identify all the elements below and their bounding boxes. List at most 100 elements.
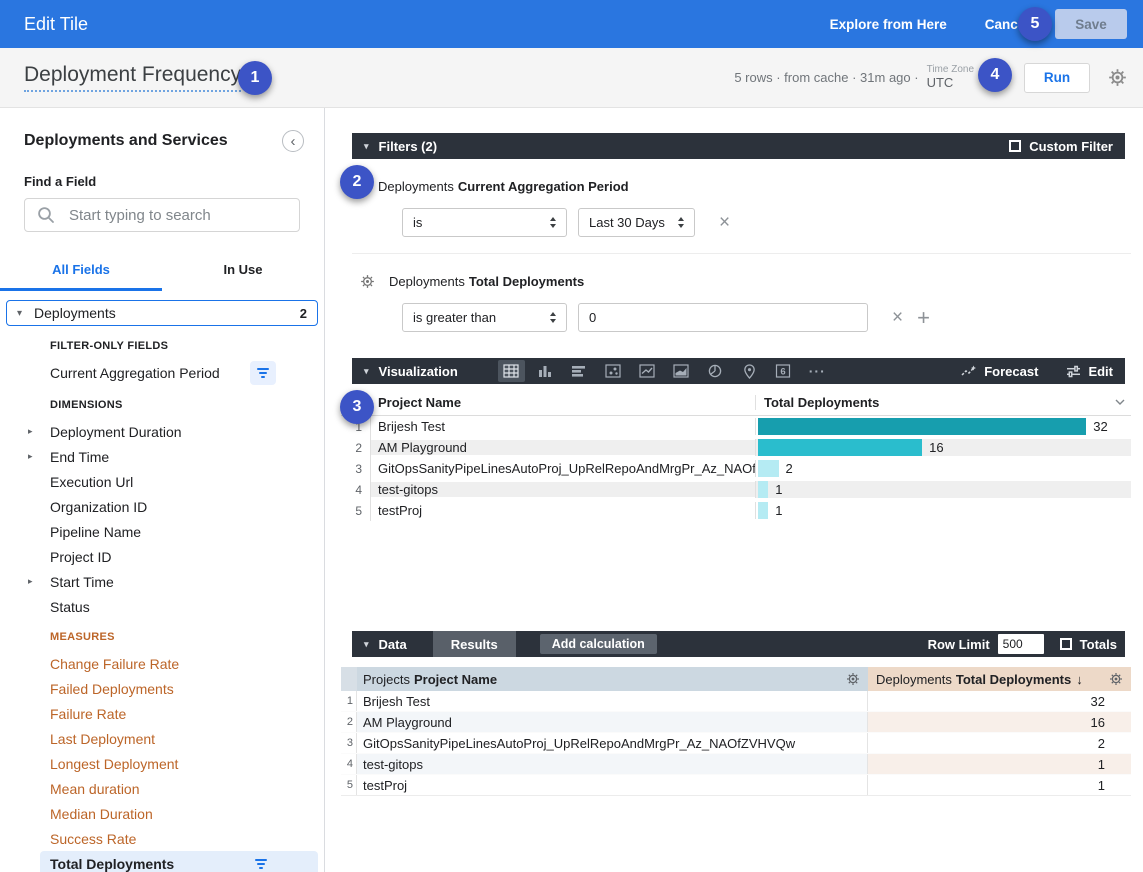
search-input[interactable] — [67, 205, 287, 225]
viz-table-row[interactable]: 1 Brijesh Test 32 — [341, 416, 1131, 437]
filter-active-icon[interactable] — [248, 852, 274, 872]
field-project-id[interactable]: Project ID — [0, 544, 324, 569]
cancel-button[interactable]: Cancel — [984, 16, 1029, 32]
line-chart-viz-icon[interactable] — [634, 360, 661, 382]
field-median-duration[interactable]: Median Duration — [0, 801, 324, 826]
field-label: Execution Url — [50, 473, 134, 490]
column-gear-icon[interactable] — [846, 672, 860, 686]
field-longest-deployment[interactable]: Longest Deployment — [0, 751, 324, 776]
total-deployments-cell: 1 — [1097, 777, 1105, 793]
tile-title[interactable]: Deployment Frequency — [24, 63, 242, 92]
filter2-value-input[interactable] — [578, 303, 868, 332]
data-table-row[interactable]: 1 Brijesh Test 32 — [341, 691, 1131, 712]
field-label: Median Duration — [50, 805, 153, 822]
run-button[interactable]: Run — [1024, 62, 1090, 93]
filter-gear-icon[interactable] — [360, 274, 375, 289]
tab-all-fields[interactable]: All Fields — [0, 252, 162, 291]
data-col-total-deployments[interactable]: Deployments Total Deployments ↓ — [868, 667, 1131, 691]
field-deployment-duration[interactable]: ▸ Deployment Duration — [0, 419, 324, 444]
field-failure-rate[interactable]: Failure Rate — [0, 701, 324, 726]
chevron-left-icon: ‹ — [290, 132, 296, 150]
field-label: Project ID — [50, 548, 112, 565]
pie-chart-viz-icon[interactable] — [702, 360, 729, 382]
single-value-viz-icon[interactable]: 6 — [770, 360, 797, 382]
filter1-operator-select[interactable]: is — [402, 208, 567, 237]
field-end-time[interactable]: ▸ End Time — [0, 444, 324, 469]
settings-gear-icon[interactable] — [1108, 68, 1127, 87]
filter1-value-select[interactable]: Last 30 Days — [578, 208, 695, 237]
bar-value-label: 2 — [785, 461, 793, 476]
field-organization-id[interactable]: Organization ID — [0, 494, 324, 519]
totals-checkbox[interactable] — [1059, 638, 1072, 650]
filter1-field-label: Deployments Current Aggregation Period — [378, 179, 1131, 194]
forecast-label: Forecast — [984, 363, 1039, 379]
field-success-rate[interactable]: Success Rate — [0, 826, 324, 851]
scatter-plot-viz-icon[interactable] — [600, 360, 627, 382]
custom-filter-checkbox[interactable] — [1009, 140, 1022, 152]
results-tab[interactable]: Results — [432, 631, 516, 657]
project-name-cell: test-gitops — [371, 482, 755, 497]
row-limit-input[interactable] — [997, 634, 1044, 654]
remove-filter-icon[interactable]: × — [719, 212, 731, 233]
field-execution-url[interactable]: Execution Url — [0, 469, 324, 494]
filter-active-icon[interactable] — [250, 360, 276, 385]
tab-in-use[interactable]: In Use — [223, 262, 263, 277]
more-viz-types-icon[interactable]: ··· — [808, 363, 826, 379]
viz-table-row[interactable]: 5 testProj 1 — [341, 500, 1131, 521]
area-chart-viz-icon[interactable] — [668, 360, 695, 382]
column-menu-chevron-icon[interactable] — [1115, 399, 1125, 405]
filters-section-bar[interactable]: ▾ Filters (2) Custom Filter — [352, 133, 1125, 159]
viz-table-row[interactable]: 3 GitOpsSanityPipeLinesAutoProj_UpRelRep… — [341, 458, 1131, 479]
field-mean-duration[interactable]: Mean duration — [0, 776, 324, 801]
row-number: 4 — [341, 479, 371, 500]
column-gear-icon[interactable] — [1109, 672, 1123, 686]
collapse-sidebar-button[interactable]: ‹ — [282, 130, 304, 152]
field-label: Failure Rate — [50, 705, 127, 722]
data-section-bar[interactable]: ▾ Data Results Add calculation Row Limit… — [352, 631, 1125, 657]
viz-col-label: Total Deployments — [764, 394, 880, 410]
filter2-operator-select[interactable]: is greater than — [402, 303, 567, 332]
field-change-failure-rate[interactable]: Change Failure Rate — [0, 651, 324, 676]
field-status[interactable]: Status — [0, 594, 324, 619]
viz-col-project-name[interactable]: Project Name — [378, 394, 462, 410]
forecast-button[interactable]: Forecast — [961, 364, 1038, 379]
sort-descending-icon[interactable]: ↓ — [1076, 671, 1083, 687]
explore-from-here-link[interactable]: Explore from Here — [829, 16, 947, 32]
data-table-row[interactable]: 5 testProj 1 — [341, 775, 1131, 796]
visualization-table: Project Name Total Deployments 1 Brijesh… — [341, 389, 1131, 521]
row-number: 4 — [341, 754, 357, 774]
save-button[interactable]: Save — [1055, 9, 1127, 39]
add-filter-icon[interactable]: + — [917, 304, 930, 330]
map-viz-icon[interactable] — [736, 360, 763, 382]
field-current-aggregation-period[interactable]: Current Aggregation Period — [0, 360, 324, 385]
data-table-row[interactable]: 2 AM Playground 16 — [341, 712, 1131, 733]
field-total-deployments-selected[interactable]: Total Deployments — [40, 851, 318, 872]
table-viz-icon[interactable] — [497, 360, 525, 382]
data-table-row[interactable]: 4 test-gitops 1 — [341, 754, 1131, 775]
field-pipeline-name[interactable]: Pipeline Name — [0, 519, 324, 544]
annotation-badge-3: 3 — [340, 390, 374, 424]
visualization-section-bar[interactable]: ▾ Visualization — [352, 358, 1125, 384]
row-number: 2 — [341, 712, 357, 732]
add-calculation-button[interactable]: Add calculation — [539, 634, 657, 654]
project-name-cell: test-gitops — [357, 754, 868, 774]
field-start-time[interactable]: ▸ Start Time — [0, 569, 324, 594]
data-table-row[interactable]: 3 GitOpsSanityPipeLinesAutoProj_UpRelRep… — [341, 733, 1131, 754]
viz-col-total-deployments[interactable]: Total Deployments — [755, 394, 1131, 410]
field-failed-deployments[interactable]: Failed Deployments — [0, 676, 324, 701]
bar-chart-viz-icon[interactable] — [566, 360, 593, 382]
view-group-deployments[interactable]: ▾ Deployments 2 — [6, 300, 318, 326]
viz-table-row[interactable]: 2 AM Playground 16 — [341, 437, 1131, 458]
annotation-badge-2: 2 — [340, 165, 374, 199]
remove-filter-icon[interactable]: × — [892, 307, 904, 328]
deployment-count-bar — [758, 439, 923, 456]
project-name-cell: Brijesh Test — [378, 419, 445, 434]
row-number: 5 — [341, 500, 371, 521]
field-last-deployment[interactable]: Last Deployment — [0, 726, 324, 751]
data-col-project-name[interactable]: Projects Project Name — [357, 667, 868, 691]
edit-viz-button[interactable]: Edit — [1066, 364, 1113, 379]
field-search-box[interactable] — [24, 198, 300, 232]
viz-table-row[interactable]: 4 test-gitops 1 — [341, 479, 1131, 500]
column-chart-viz-icon[interactable] — [532, 360, 559, 382]
total-deployments-cell: 2 — [1097, 735, 1105, 751]
